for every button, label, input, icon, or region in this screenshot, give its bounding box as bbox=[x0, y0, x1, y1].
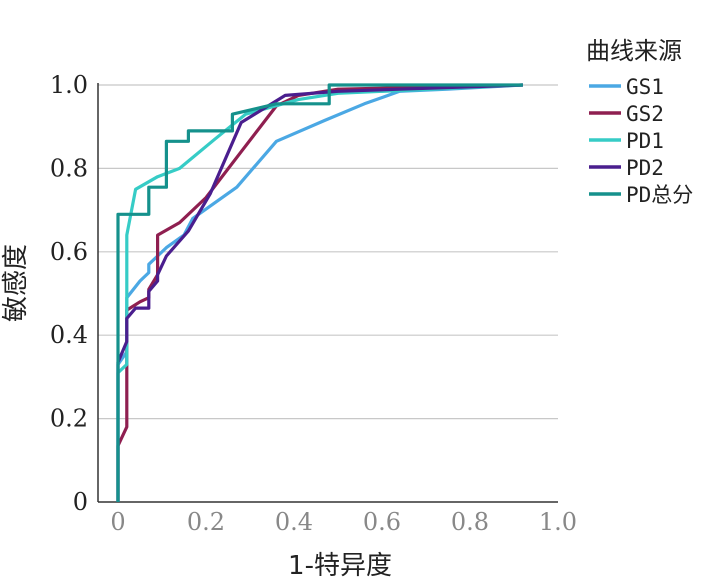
tick-labels: 0 0.2 0.4 0.6 0.8 1.0 0 0.2 0.4 0.6 0.8 1.0 bbox=[50, 71, 577, 536]
x-tick-label: 0.2 bbox=[187, 508, 225, 536]
series-lines bbox=[116, 83, 523, 502]
series-line-GS2 bbox=[116, 83, 523, 502]
y-tick-label: 1.0 bbox=[50, 71, 88, 99]
legend: 曲线来源 GS1 GS2 PD1 PD2 PD总分 bbox=[586, 37, 693, 207]
legend-label: PD1 bbox=[626, 129, 664, 153]
x-tick-label: 0.4 bbox=[275, 508, 313, 536]
y-tick-label: 0.4 bbox=[50, 321, 88, 349]
legend-label: GS1 bbox=[626, 75, 664, 99]
series-line-PD2 bbox=[116, 83, 523, 502]
y-axis-title: 敏感度 bbox=[1, 244, 31, 322]
series-line-GS1 bbox=[116, 83, 523, 502]
x-tick-label: 0.6 bbox=[363, 508, 401, 536]
axes bbox=[97, 83, 558, 503]
y-tick-label: 0.2 bbox=[50, 405, 88, 433]
y-tick-label: 0.8 bbox=[50, 154, 88, 182]
x-tick-label: 1.0 bbox=[539, 508, 577, 536]
legend-label: PD2 bbox=[626, 156, 664, 180]
y-tick-label: 0.6 bbox=[50, 238, 88, 266]
y-gridlines bbox=[98, 84, 558, 420]
x-tick-label: 0 bbox=[110, 508, 125, 536]
legend-label: GS2 bbox=[626, 102, 664, 126]
x-tick-label: 0.8 bbox=[451, 508, 489, 536]
legend-title: 曲线来源 bbox=[586, 37, 682, 65]
x-axis-title: 1-特异度 bbox=[288, 551, 392, 581]
series-line-PD总分 bbox=[116, 83, 523, 502]
y-tick-label: 0 bbox=[73, 488, 88, 516]
legend-label: PD总分 bbox=[626, 183, 693, 207]
series-line-PD1 bbox=[116, 83, 523, 502]
